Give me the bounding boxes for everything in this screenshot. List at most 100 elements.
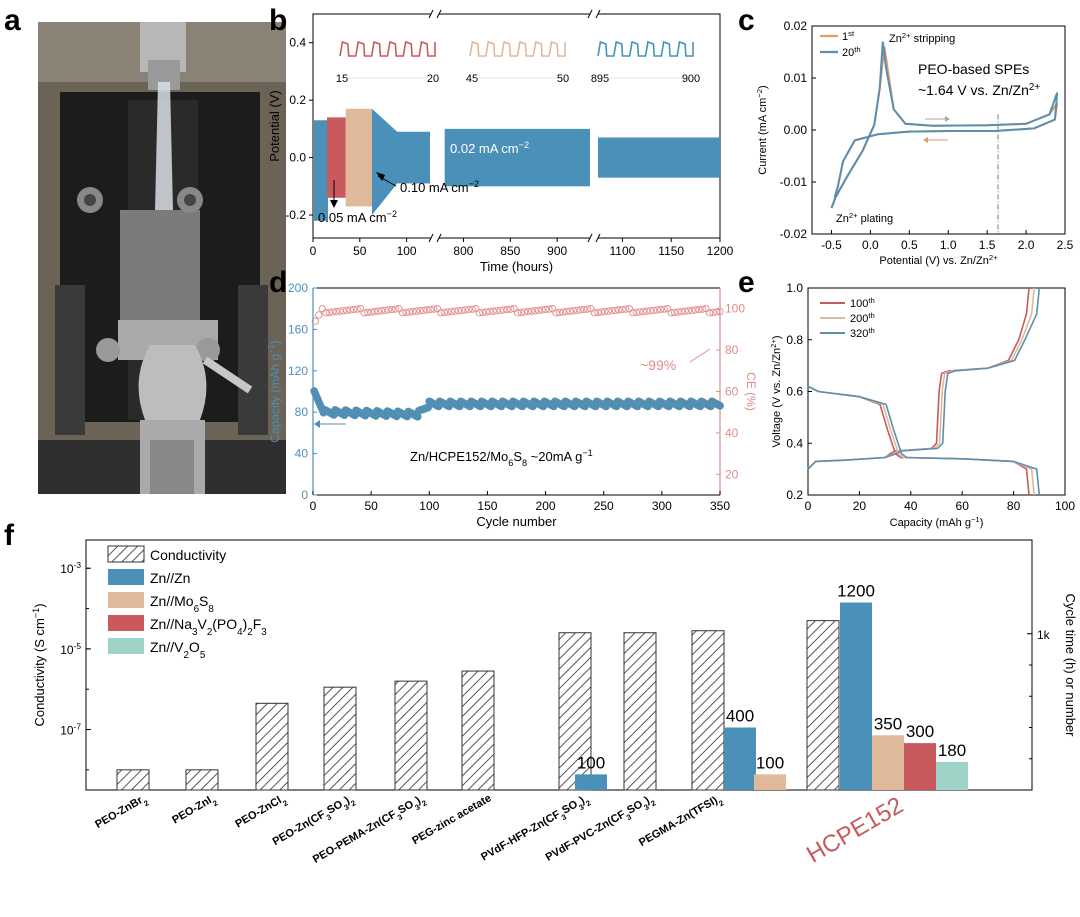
ce-point <box>681 307 689 315</box>
panel-label-a: a <box>4 4 21 37</box>
x-tick-label: 50 <box>364 499 378 513</box>
conductivity-bar-5 <box>461 670 495 791</box>
annotation-stripping: Zn2+ stripping <box>889 31 955 46</box>
axis-break-mark <box>428 233 434 243</box>
ce-point <box>527 307 536 315</box>
panel-label-d: d <box>269 266 287 299</box>
ce-point <box>479 308 487 317</box>
x-tick-label: 250 <box>594 499 614 513</box>
ce-point <box>569 307 578 315</box>
ce-point <box>451 307 459 315</box>
conductivity-bar-1 <box>185 769 219 791</box>
tensile-test-photo <box>38 22 286 494</box>
category-label-2: PEO-ZnCl2 <box>233 792 289 833</box>
y-tick-label: -0.2 <box>285 208 306 222</box>
ce-point <box>370 307 379 316</box>
y-right-tick-label: 1k <box>1037 628 1051 642</box>
series-0.02-band <box>598 137 720 178</box>
legend-label-100th: 100th <box>850 296 875 311</box>
discharge-curve-320th <box>807 385 1041 496</box>
ce-point <box>318 305 326 313</box>
category-label-hcpe152: HCPE152 <box>802 792 908 869</box>
inset-label: 15 <box>336 73 348 85</box>
charge-curve-200th <box>807 287 1035 470</box>
y-left-tick-label: 200 <box>288 281 308 295</box>
y-tick-label: 0.4 <box>786 436 803 450</box>
annotation-peo: PEO-based SPEs <box>918 61 1029 77</box>
y-tick-label: 0.2 <box>786 488 803 502</box>
panel-label-f: f <box>4 519 15 552</box>
y-left-tick-label: 160 <box>288 322 308 336</box>
x-axis-label: Potential (V) vs. Zn/Zn2+ <box>879 253 998 268</box>
y-left-tick-label: 40 <box>295 447 309 461</box>
y-right-axis-label: Cycle time (h) or number <box>1063 593 1078 737</box>
ce-point <box>517 308 525 317</box>
ce-point <box>475 309 483 317</box>
ce-point <box>398 309 407 317</box>
ce-point <box>618 305 626 314</box>
annotation-arrow-ce <box>689 348 711 363</box>
axis-break-mark <box>595 233 601 243</box>
axis-break-mark <box>436 9 442 19</box>
ce-point <box>531 307 539 315</box>
series-initial-band <box>314 120 329 221</box>
ce-point <box>311 317 319 325</box>
inset-label: 50 <box>557 73 569 85</box>
ce-point <box>426 305 435 314</box>
ce-point <box>381 306 389 315</box>
ce-point <box>594 308 602 317</box>
ce-point <box>524 307 532 316</box>
x-tick-label: 20 <box>853 499 867 513</box>
ce-point <box>650 306 658 315</box>
x-tick-label: 300 <box>652 499 672 513</box>
ce-point <box>423 306 431 314</box>
y-tick-label: 0.02 <box>784 19 808 33</box>
x-tick-label: 100 <box>1055 499 1075 513</box>
panel-label-b: b <box>269 4 287 37</box>
cycle-bar-6 <box>936 761 968 790</box>
ce-point <box>643 307 651 315</box>
discharge-curve-100th <box>807 385 1030 496</box>
y-right-tick-label: 80 <box>725 343 739 357</box>
annotation-0.02: 0.02 mA cm−2 <box>450 140 529 156</box>
ce-point <box>691 306 700 314</box>
x-tick-label: 0.5 <box>901 238 918 252</box>
plot-frame <box>807 287 1066 496</box>
x-tick-label: 1100 <box>609 244 635 258</box>
category-label-7: PVdF-PVC-Zn(CF3SO3)2 <box>544 792 658 867</box>
ce-point <box>468 305 476 313</box>
conductivity-bar-7 <box>623 632 657 791</box>
panel-d-cycling: 0 50 100 150 200 250 300 350 0 40 80 120 160 200 20 40 6… <box>266 281 758 529</box>
ce-point <box>576 306 585 314</box>
x-tick-label: 2.5 <box>1057 238 1074 252</box>
y-left-tick-label: 10-3 <box>60 560 81 576</box>
y-tick-label: 0.6 <box>786 385 803 399</box>
charge-curve-100th <box>807 287 1030 470</box>
y-left-tick-label: 10-5 <box>60 641 81 657</box>
ce-point <box>660 305 668 313</box>
ce-point <box>608 307 616 315</box>
ce-point <box>458 306 466 315</box>
capacity-point <box>716 401 724 410</box>
ce-point <box>629 309 637 317</box>
x-tick-label: 80 <box>1007 499 1021 513</box>
ce-point <box>405 308 414 316</box>
ce-point <box>667 309 675 317</box>
x-tick-label: 40 <box>904 499 918 513</box>
x-tick-label: 150 <box>477 499 497 513</box>
ce-point <box>503 305 511 314</box>
category-label-6: PVdF-HFP-Zn(CF3SO3)2 <box>479 792 592 866</box>
category-label-1: PEO-ZnI2 <box>170 792 219 829</box>
x-tick-label: 1.0 <box>940 238 957 252</box>
ce-point <box>412 307 421 315</box>
plot-frame <box>312 13 721 239</box>
ce-point <box>384 306 393 314</box>
ce-point <box>507 305 515 313</box>
annotation-arrowhead <box>314 420 320 428</box>
ce-point <box>486 307 494 316</box>
legend-swatch-1 <box>108 569 144 585</box>
ce-point <box>360 309 368 317</box>
conductivity-bar-9 <box>806 620 840 791</box>
inset-label: 900 <box>682 73 700 85</box>
panel-e-charge-discharge: 0 20 40 60 80 100 0.2 0.4 0.6 0.8 1.0 Capacity (mAh… <box>769 281 1076 529</box>
